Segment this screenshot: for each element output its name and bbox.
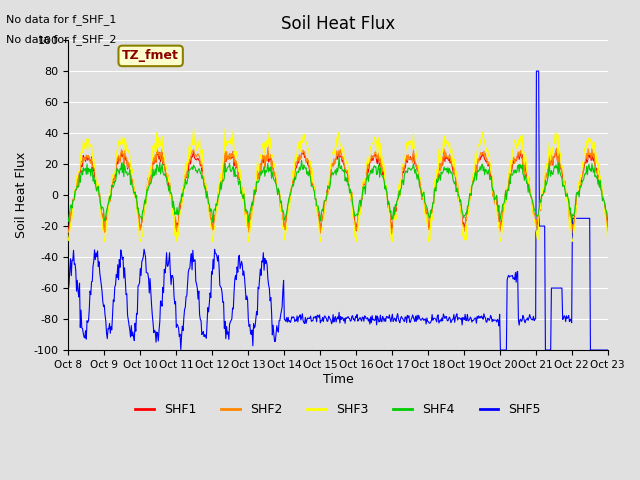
SHF3 — [100, 239, 108, 244]
SHF1 — [185, 160, 193, 166]
SHF3 — [189, 125, 197, 131]
SHF2 — [604, 228, 612, 234]
Line: SHF2: SHF2 — [68, 146, 608, 234]
SHF4 — [335, 155, 343, 161]
SHF1 — [131, 190, 138, 196]
SHF5 — [65, 288, 72, 294]
SHF4 — [184, 174, 192, 180]
SHF2 — [184, 161, 192, 167]
Text: TZ_fmet: TZ_fmet — [122, 49, 179, 62]
SHF4 — [405, 166, 413, 171]
SHF4 — [420, 198, 428, 204]
SHF1 — [604, 228, 612, 234]
SHF5 — [130, 333, 138, 339]
SHF5 — [213, 253, 221, 259]
Legend: SHF1, SHF2, SHF3, SHF4, SHF5: SHF1, SHF2, SHF3, SHF4, SHF5 — [130, 398, 546, 421]
Line: SHF1: SHF1 — [68, 151, 608, 232]
SHF2 — [405, 156, 413, 162]
SHF4 — [244, 219, 252, 225]
SHF3 — [74, 168, 82, 174]
SHF1 — [74, 181, 82, 187]
SHF5 — [532, 68, 540, 74]
SHF5 — [604, 347, 612, 353]
Text: No data for f_SHF_2: No data for f_SHF_2 — [6, 34, 117, 45]
SHF4 — [65, 218, 72, 224]
SHF5 — [419, 316, 427, 322]
SHF3 — [604, 239, 612, 244]
SHF2 — [388, 231, 396, 237]
SHF1 — [214, 192, 222, 198]
SHF1 — [189, 148, 197, 154]
SHF4 — [213, 203, 221, 208]
SHF3 — [185, 144, 193, 149]
SHF4 — [604, 217, 612, 223]
SHF1 — [420, 204, 428, 209]
SHF1 — [101, 229, 109, 235]
SHF5 — [184, 269, 192, 275]
SHF5 — [497, 347, 504, 353]
SHF2 — [264, 143, 271, 149]
SHF3 — [214, 192, 222, 198]
SHF1 — [405, 156, 413, 162]
X-axis label: Time: Time — [323, 372, 353, 385]
SHF1 — [65, 226, 72, 232]
Y-axis label: Soil Heat Flux: Soil Heat Flux — [15, 152, 28, 238]
Line: SHF4: SHF4 — [68, 158, 608, 222]
SHF3 — [65, 238, 72, 243]
SHF2 — [213, 203, 221, 208]
SHF2 — [65, 227, 72, 233]
SHF4 — [74, 184, 82, 190]
SHF2 — [420, 203, 428, 209]
SHF4 — [130, 189, 138, 195]
SHF3 — [131, 191, 138, 196]
Text: No data for f_SHF_1: No data for f_SHF_1 — [6, 14, 116, 25]
Line: SHF5: SHF5 — [68, 71, 608, 350]
SHF5 — [404, 312, 412, 318]
Title: Soil Heat Flux: Soil Heat Flux — [281, 15, 395, 33]
SHF2 — [74, 184, 82, 190]
SHF3 — [420, 210, 428, 216]
SHF2 — [130, 184, 138, 190]
Line: SHF3: SHF3 — [68, 128, 608, 241]
SHF3 — [405, 142, 413, 147]
SHF5 — [74, 288, 82, 294]
